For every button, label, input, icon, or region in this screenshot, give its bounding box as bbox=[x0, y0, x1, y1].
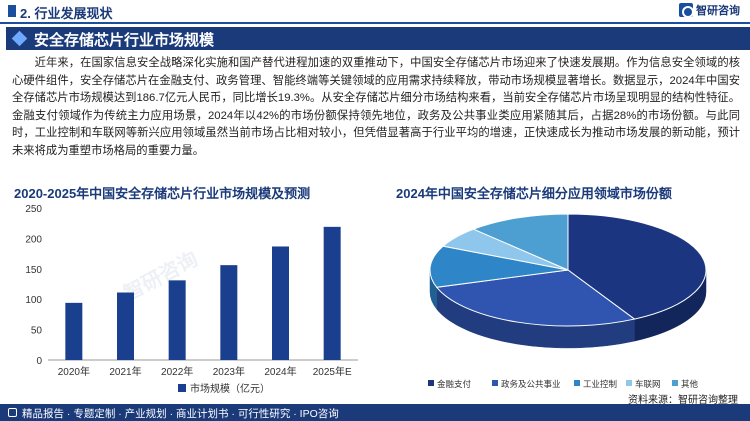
legend-swatch bbox=[574, 380, 580, 386]
bar bbox=[168, 280, 186, 360]
document-icon bbox=[8, 408, 17, 417]
legend-swatch bbox=[492, 380, 498, 386]
y-tick-label: 200 bbox=[25, 234, 42, 245]
page-title: 安全存储芯片行业市场规模 bbox=[34, 32, 215, 49]
footer-bar: 精品报告 · 专题定制 · 产业规划 · 商业计划书 · 可行性研究 · IPO… bbox=[0, 404, 750, 421]
footer-text: 精品报告 · 专题定制 · 产业规划 · 商业计划书 · 可行性研究 · IPO… bbox=[22, 408, 339, 420]
legend-swatch bbox=[672, 380, 678, 386]
x-tick-label: 2020年 bbox=[58, 365, 90, 378]
pie-slice bbox=[472, 213, 569, 271]
top-bar: 2. 行业发展现状 智研咨询 bbox=[0, 0, 750, 24]
body-paragraph: 近年来，在国家信息安全战略深化实施和国产替代进程加速的双重推动下，中国安全存储芯… bbox=[12, 57, 740, 157]
y-tick-label: 250 bbox=[25, 204, 42, 215]
legend-label: 政务及公共事业 bbox=[501, 379, 561, 389]
y-tick-label: 0 bbox=[36, 356, 42, 367]
pie-slice bbox=[567, 213, 707, 320]
y-tick-label: 100 bbox=[25, 295, 42, 306]
bar-chart: 0 50 100 150 200 250 2020年 2021年 2022年 2023年 2024年… bbox=[25, 204, 358, 395]
diamond-icon bbox=[11, 30, 28, 47]
section-marker-icon bbox=[8, 5, 16, 17]
bar bbox=[220, 265, 238, 360]
legend-swatch bbox=[626, 380, 632, 386]
bar-chart-title: 2020-2025年中国安全存储芯片行业市场规模及预测 bbox=[14, 186, 311, 201]
brand-logo-icon bbox=[679, 3, 694, 18]
title-banner: 安全存储芯片行业市场规模 bbox=[6, 27, 750, 50]
x-tick-label: 2022年 bbox=[161, 365, 193, 378]
bar bbox=[323, 226, 341, 360]
brand-logo-text: 智研咨询 bbox=[696, 5, 740, 17]
bar bbox=[117, 292, 134, 360]
section-title: 2. 行业发展现状 bbox=[20, 6, 113, 21]
legend-label: 其他 bbox=[681, 379, 699, 389]
bar bbox=[65, 302, 83, 360]
legend-swatch bbox=[428, 380, 434, 386]
x-tick-label: 2021年 bbox=[109, 365, 141, 378]
source-note: 资料来源：智研咨询整理 bbox=[628, 395, 738, 406]
y-tick-label: 50 bbox=[31, 326, 43, 337]
legend-label: 工业控制 bbox=[583, 379, 617, 389]
x-tick-label: 2024年 bbox=[264, 365, 296, 378]
header-divider bbox=[0, 22, 750, 24]
pie-chart: 金融支付 政务及公共事业 工业控制 车联网 其他 bbox=[428, 213, 707, 389]
x-tick-label: 2025年E bbox=[313, 365, 352, 378]
y-tick-label: 150 bbox=[25, 265, 42, 276]
pie-chart-title: 2024年中国安全存储芯片细分应用领域市场份额 bbox=[396, 186, 672, 201]
legend-label: 车联网 bbox=[635, 379, 661, 389]
legend-label: 金融支付 bbox=[437, 379, 472, 389]
brand-logo[interactable]: 智研咨询 bbox=[679, 2, 740, 18]
x-tick-label: 2023年 bbox=[213, 365, 245, 378]
pie-slice bbox=[435, 269, 636, 327]
bar bbox=[272, 246, 289, 360]
pie-slice bbox=[429, 245, 569, 288]
legend-label: 市场规模（亿元） bbox=[190, 382, 270, 395]
legend-swatch bbox=[178, 384, 186, 392]
